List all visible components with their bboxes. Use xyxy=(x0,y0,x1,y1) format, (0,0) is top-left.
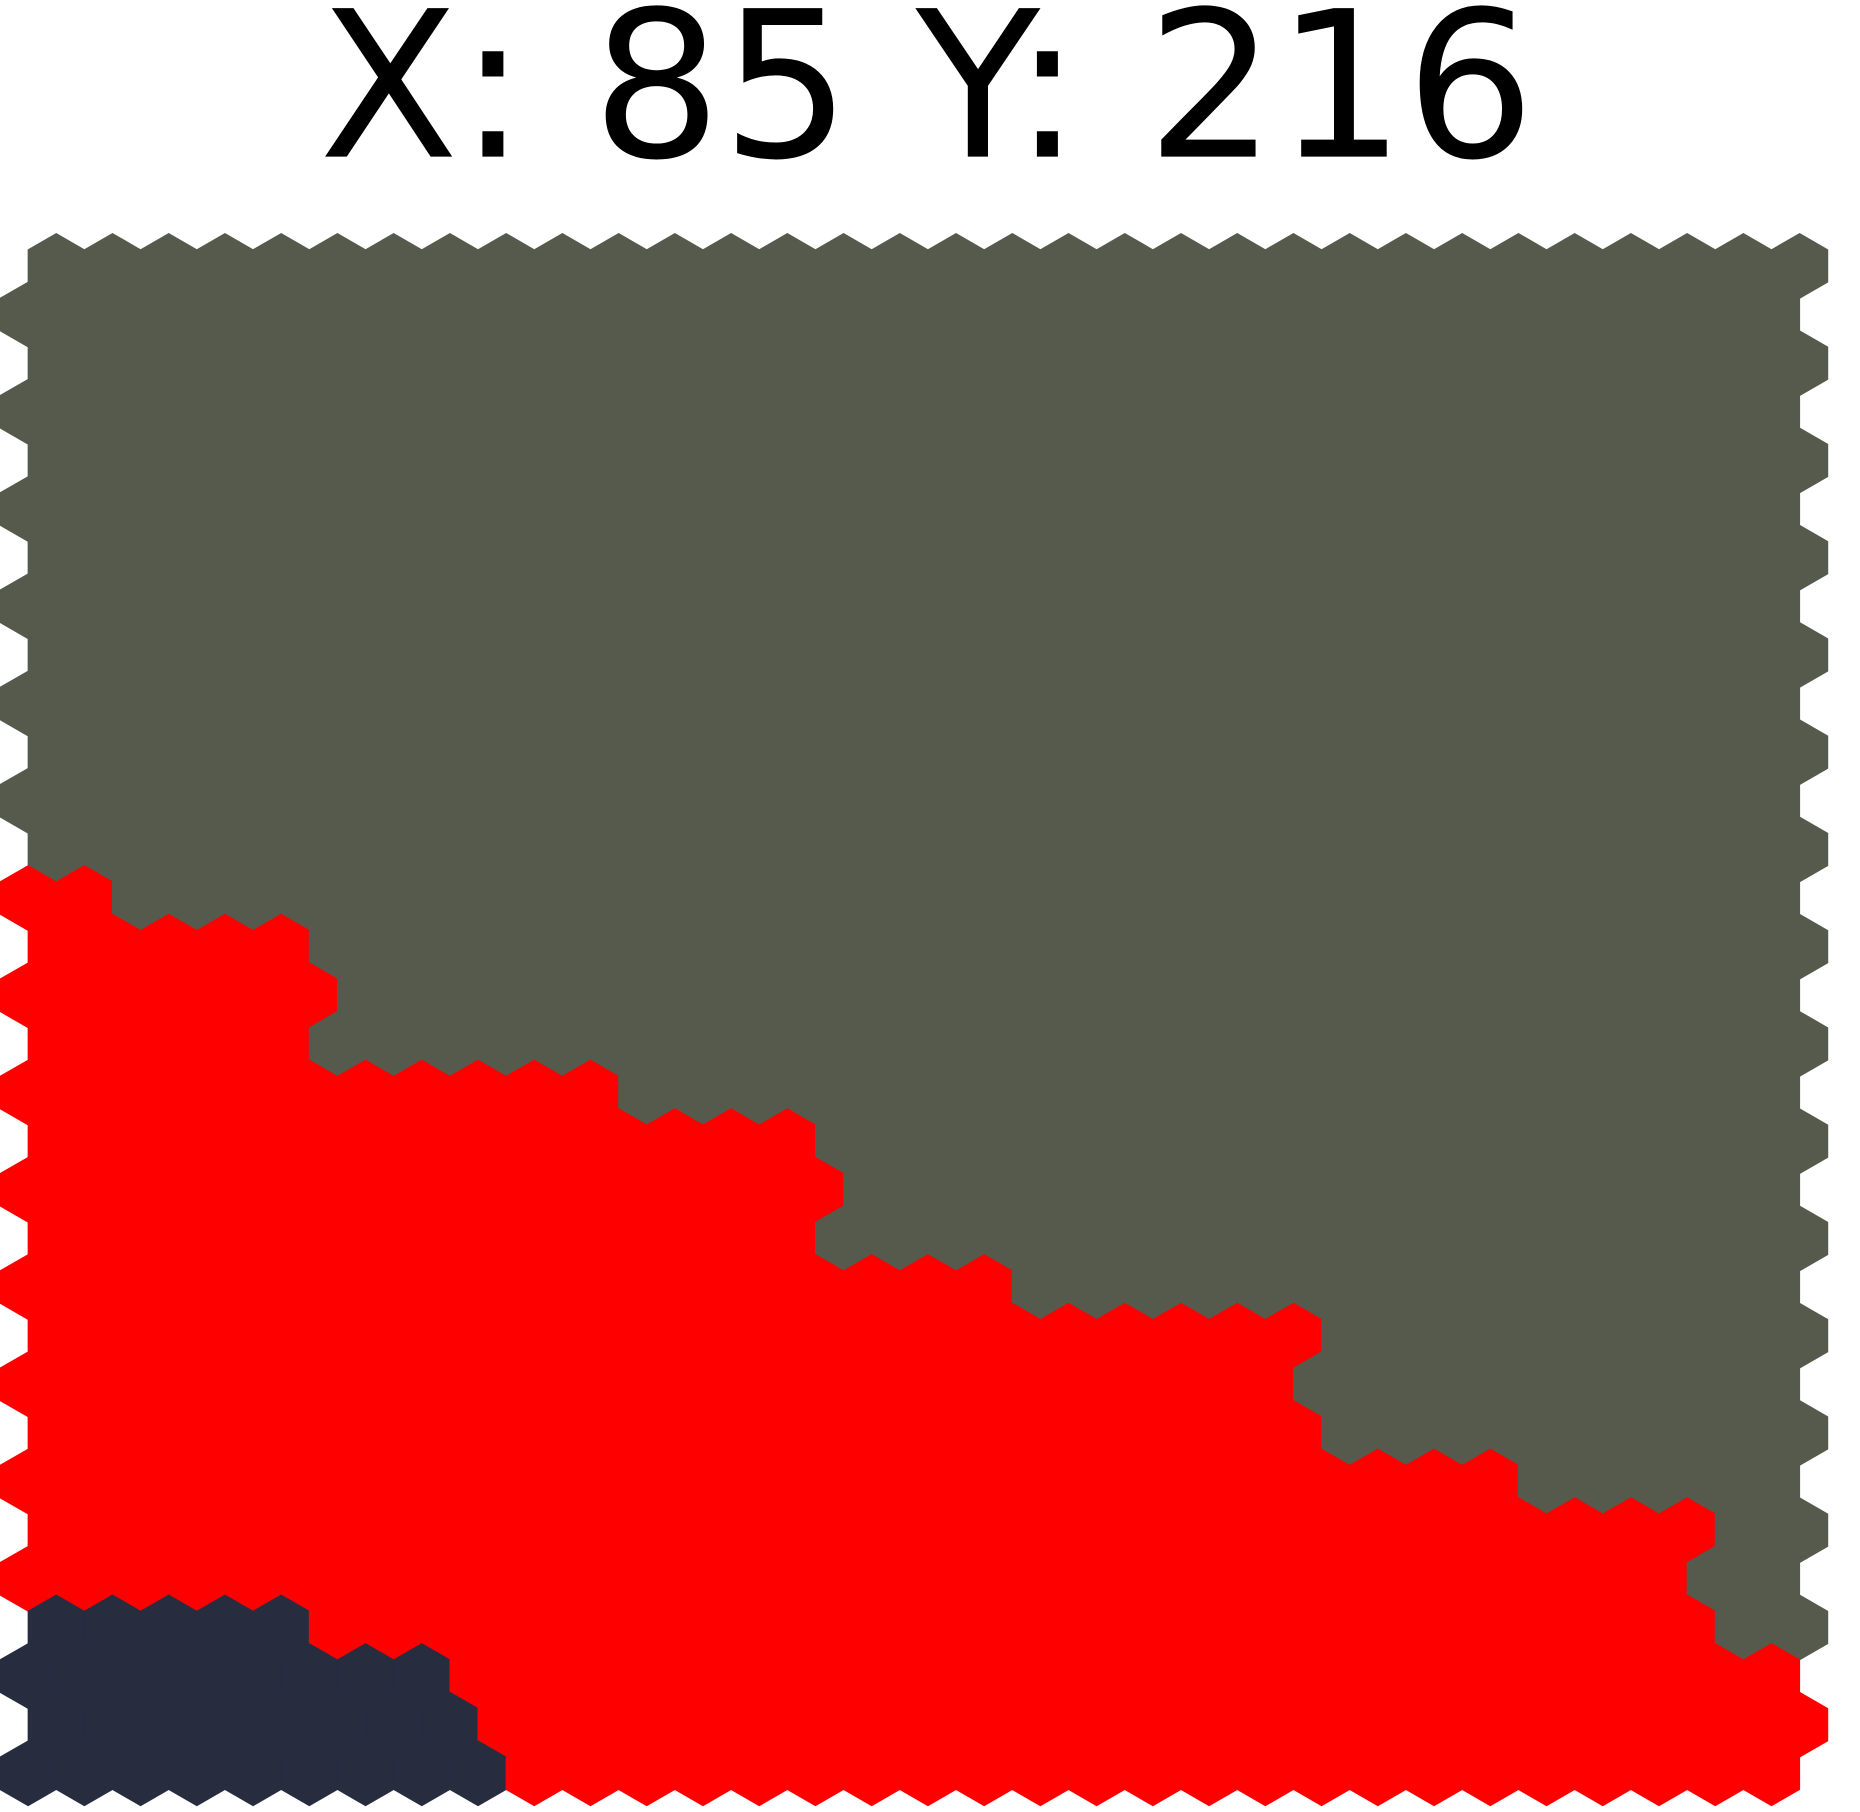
hex-tile xyxy=(1742,1740,1801,1807)
hex-map xyxy=(0,232,1829,1807)
coordinate-title: X: 85 Y: 216 xyxy=(319,0,1535,206)
